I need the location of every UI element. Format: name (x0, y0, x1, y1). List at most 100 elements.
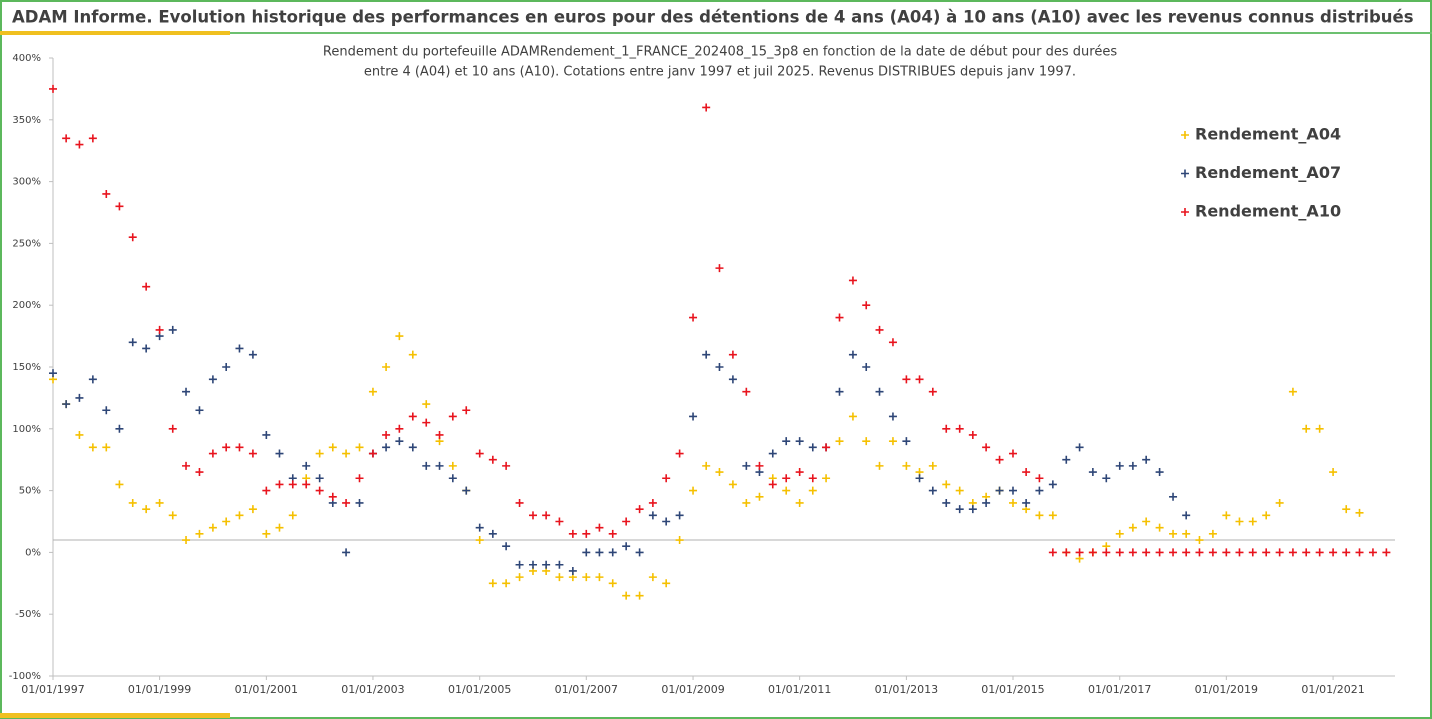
chart-title: ADAM Informe. Evolution historique des p… (12, 8, 1414, 27)
point (715, 363, 724, 371)
point (395, 437, 404, 446)
point (208, 375, 217, 384)
y-tick-label: 300% (12, 177, 41, 188)
point (155, 498, 164, 507)
point (355, 443, 364, 452)
point (408, 443, 417, 452)
point (1368, 548, 1377, 557)
y-tick-label: -50% (15, 609, 41, 620)
point (422, 461, 431, 470)
point (1022, 498, 1031, 507)
point (448, 461, 457, 470)
point (822, 443, 831, 452)
point (342, 498, 351, 507)
point (195, 406, 204, 415)
point (848, 412, 857, 421)
point (888, 338, 897, 347)
legend-marker (1181, 169, 1189, 178)
header-accent (0, 31, 230, 35)
point (488, 579, 497, 588)
point (488, 455, 497, 464)
point (1329, 548, 1338, 557)
point (635, 591, 644, 600)
point (1008, 498, 1017, 507)
point (968, 430, 977, 439)
point (435, 430, 444, 439)
point (222, 363, 231, 371)
point (49, 369, 57, 378)
point (462, 486, 471, 495)
point (662, 517, 671, 526)
point (475, 449, 484, 458)
point (1062, 548, 1071, 557)
point (1155, 548, 1164, 557)
point (1342, 548, 1351, 557)
y-tick-label: 200% (12, 300, 41, 311)
y-tick-label: 50% (19, 486, 41, 497)
point (555, 573, 564, 582)
point (675, 511, 684, 520)
point (1035, 474, 1044, 483)
point (302, 480, 311, 489)
point (382, 430, 391, 439)
point (888, 437, 897, 446)
point (622, 542, 631, 551)
point (1315, 548, 1324, 557)
point (115, 202, 124, 211)
x-tick-label: 01/01/2007 (555, 683, 618, 696)
point (1182, 529, 1191, 538)
point (88, 375, 97, 384)
point (1022, 468, 1031, 477)
point (675, 449, 684, 458)
footer-accent (0, 713, 230, 718)
point (315, 449, 324, 458)
point (1169, 548, 1178, 557)
x-tick-label: 01/01/2005 (448, 683, 511, 696)
x-tick-label: 01/01/2003 (341, 683, 404, 696)
point (755, 492, 764, 501)
point (1222, 548, 1231, 557)
point (275, 523, 284, 532)
point (1142, 455, 1151, 464)
point (1048, 548, 1057, 557)
point (902, 375, 911, 384)
point (1195, 536, 1204, 545)
point (1208, 548, 1217, 557)
point (102, 406, 111, 415)
point (595, 523, 604, 532)
point (782, 437, 791, 446)
point (1208, 529, 1217, 538)
point (342, 548, 351, 557)
point (942, 498, 951, 507)
point (995, 455, 1004, 464)
point (248, 505, 257, 514)
legend-marker (1181, 208, 1189, 216)
point (1128, 523, 1137, 532)
point (502, 542, 511, 551)
y-tick-label: 0% (25, 547, 41, 558)
point (835, 437, 844, 446)
point (262, 430, 271, 439)
point (515, 573, 524, 582)
point (595, 573, 604, 582)
point (235, 443, 244, 452)
point (808, 486, 817, 495)
point (88, 443, 97, 452)
point (1115, 461, 1124, 470)
point (582, 548, 591, 557)
point (995, 486, 1004, 495)
point (1235, 517, 1244, 526)
point (875, 461, 884, 470)
point (1195, 548, 1204, 557)
point (288, 480, 297, 489)
point (168, 511, 177, 520)
point (568, 529, 577, 538)
point (262, 529, 271, 538)
x-tick-label: 01/01/1997 (21, 683, 84, 696)
point (1088, 468, 1097, 477)
legend-label: Rendement_A04 (1195, 125, 1341, 144)
point (1155, 523, 1164, 532)
point (62, 400, 71, 409)
point (182, 387, 191, 396)
